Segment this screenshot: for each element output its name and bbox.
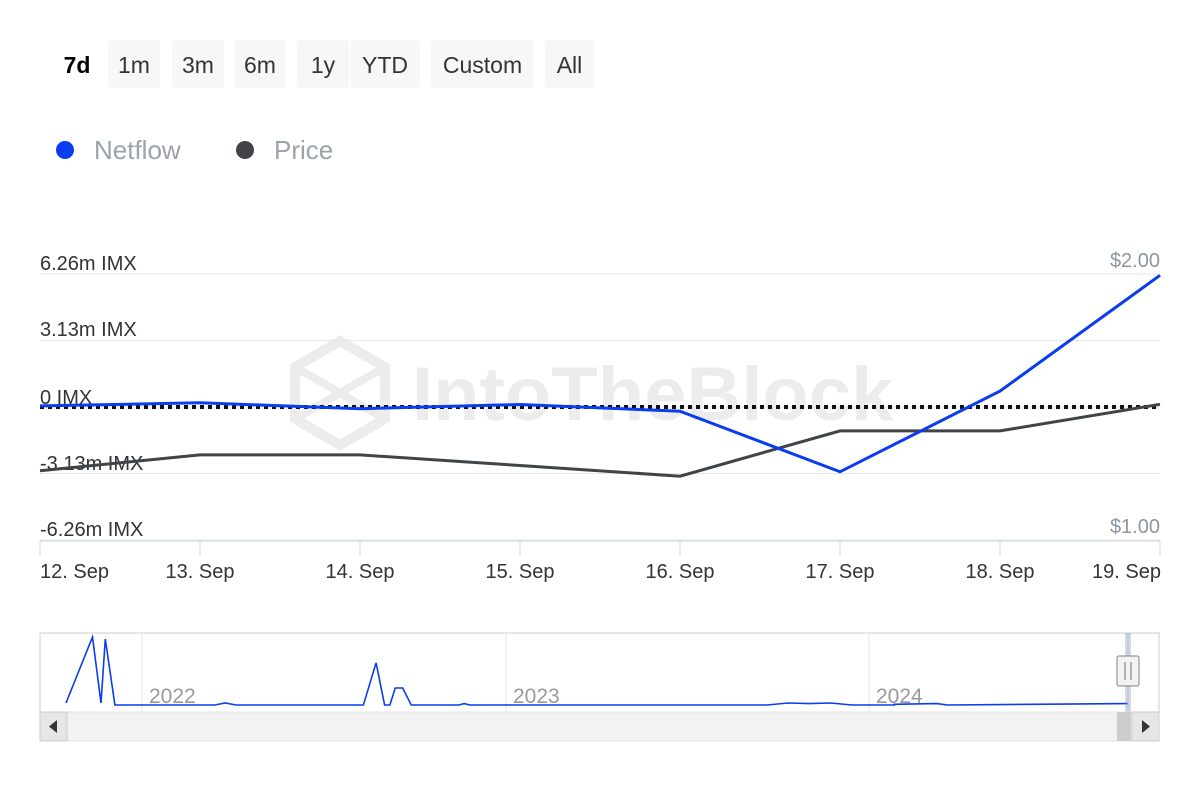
x-tick-label: 14. Sep [326,561,395,583]
series-layer [39,274,1161,478]
x-tick-label: 18. Sep [966,561,1035,583]
arrow-left-icon [49,720,57,733]
legend-item-netflow[interactable]: Netflow [56,128,181,172]
legend-label-price: Price [274,135,334,165]
range-all-button[interactable]: All [545,40,594,88]
range-ytd-button[interactable]: YTD [350,40,420,88]
y-tick-label: -3.13m IMX [40,453,143,475]
y-tick-label: 0 IMX [40,387,92,409]
range-1m-button[interactable]: 1m [108,40,160,88]
range-3m-button[interactable]: 3m [172,40,224,88]
navigator-series [65,633,1129,706]
y-tick-label: -6.26m IMX [40,519,143,541]
range-1y-button[interactable]: 1y [297,40,349,88]
scrollbar-track[interactable] [39,711,1160,742]
x-tick-label: 19. Sep [1092,561,1161,583]
range-7d-button[interactable]: 7d [52,40,102,88]
series-line-price[interactable] [39,402,1161,478]
navigator-year-label: 2022 [149,685,196,708]
y-axis-left: 6.26m IMX 3.13m IMX 0 IMX -3.13m IMX -6.… [40,253,143,541]
watermark-text: IntoTheBlock [412,352,894,437]
y-tick-label: 3.13m IMX [40,319,137,341]
x-tick-label: 16. Sep [646,561,715,583]
scroll-right-button[interactable] [1131,711,1160,742]
legend-item-price[interactable]: Price [236,128,333,172]
scroll-left-button[interactable] [39,711,68,742]
watermark: IntoTheBlock [290,335,894,451]
range-custom-button[interactable]: Custom [431,40,534,88]
navigator-year-label: 2024 [876,685,923,708]
x-axis: 12. Sep 13. Sep 14. Sep 15. Sep 16. Sep 17. S… [39,541,1161,583]
legend-label-netflow: Netflow [94,135,181,165]
scrollbar [39,711,1160,742]
series-line-netflow[interactable] [39,274,1161,474]
gridlines [40,273,1160,541]
y-tick-label-right: $2.00 [1110,250,1160,272]
x-tick-label: 17. Sep [806,561,875,583]
netflow-dot-icon [56,141,74,160]
x-tick-label: 12. Sep [40,561,109,583]
range-6m-button[interactable]: 6m [234,40,286,88]
y-tick-label: 6.26m IMX [40,253,137,275]
y-tick-label-right: $1.00 [1110,516,1160,538]
y-axis-right: $2.00 $1.00 [1110,250,1160,538]
navigator: 2022 2023 2024 [39,632,1160,713]
scrollbar-thumb[interactable] [1117,712,1131,741]
watermark-logo-icon [290,335,390,451]
navigator-year-label: 2023 [513,685,560,708]
price-dot-icon [236,141,254,160]
navigator-handle[interactable] [1116,655,1140,687]
arrow-right-icon [1142,720,1150,733]
x-tick-label: 13. Sep [166,561,235,583]
x-tick-label: 15. Sep [486,561,555,583]
